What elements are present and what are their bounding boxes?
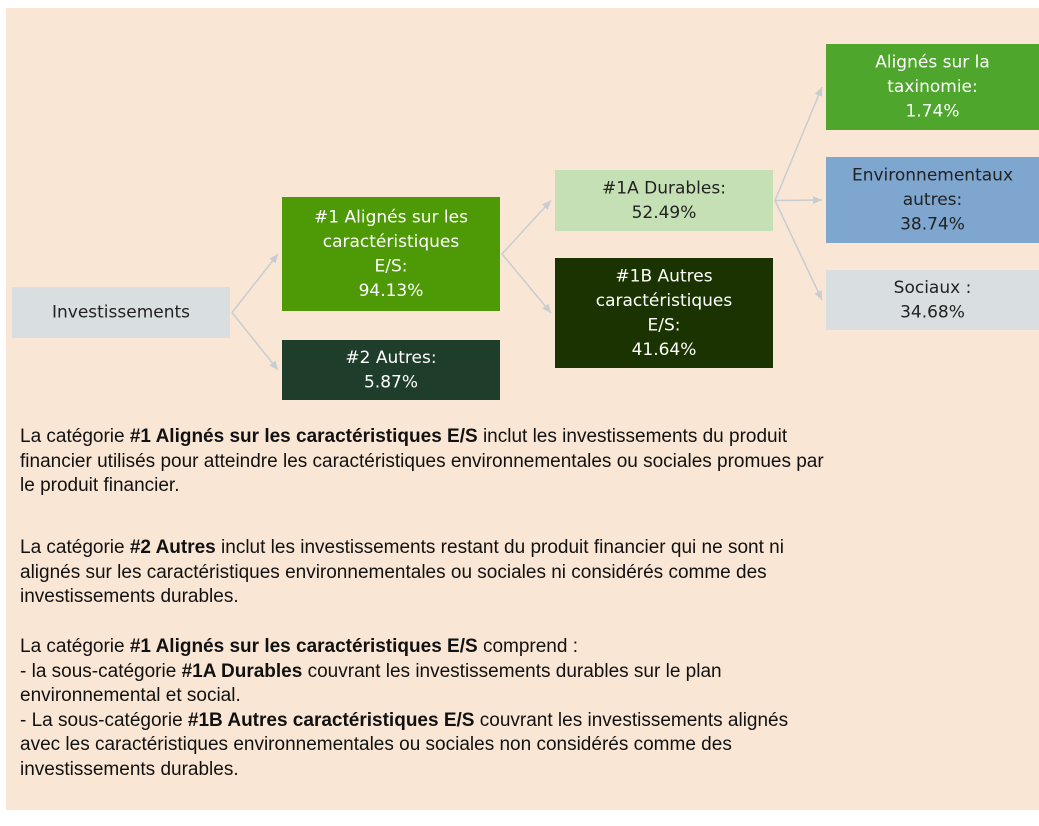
text-line: financier utilisés pour atteindre les ca…: [20, 450, 824, 475]
node-label: 38.74%: [900, 215, 965, 235]
text: environnemental et social.: [20, 685, 241, 706]
node-label: Investissements: [52, 303, 190, 323]
node-box: [555, 258, 773, 368]
bold-text: #1 Alignés sur les caractéristiques E/S: [129, 426, 478, 447]
node-label: autres:: [903, 190, 963, 210]
node-label: E/S:: [648, 315, 681, 335]
text: inclut les investissements restant du pr…: [215, 537, 784, 558]
text: La catégorie: [20, 636, 130, 657]
node-box: [282, 197, 500, 311]
node-label: #1 Alignés sur les: [314, 207, 468, 227]
paragraph: La catégorie #2 Autres inclut les invest…: [20, 536, 784, 610]
text-line: alignés sur les caractéristiques environ…: [20, 561, 784, 586]
bold-text: #2 Autres: [129, 537, 216, 558]
text: comprend :: [477, 636, 578, 657]
node-label: Environnementaux: [852, 166, 1013, 186]
text: alignés sur les caractéristiques environ…: [20, 561, 767, 583]
node-label: taxinomie:: [887, 77, 978, 97]
arrow: [774, 196, 823, 205]
node-box: [826, 44, 1039, 130]
node-label: #1B Autres: [615, 266, 712, 286]
text-line: La catégorie #1 Alignés sur les caractér…: [20, 635, 788, 660]
bold-text: #1 Alignés sur les caractéristiques E/S: [129, 636, 478, 657]
text-line: investissements durables.: [20, 585, 784, 610]
text: La catégorie: [20, 426, 130, 447]
text-line: - la sous-catégorie #1A Durables couvran…: [20, 660, 788, 685]
text-line: - La sous-catégorie #1B Autres caractéri…: [20, 709, 788, 734]
node-box: [12, 287, 230, 338]
node-label: 5.87%: [364, 372, 418, 392]
text: couvrant les investissements alignés: [474, 709, 789, 731]
node-label: #2 Autres:: [345, 348, 436, 368]
node-label: Sociaux :: [894, 278, 972, 298]
text: avec les caractéristiques environnementa…: [20, 734, 732, 755]
node-label: E/S:: [375, 256, 408, 276]
arrow: [231, 253, 279, 313]
text-line: environnemental et social.: [20, 684, 788, 709]
text: - la sous-catégorie: [20, 660, 182, 682]
text: - La sous-catégorie: [20, 709, 188, 731]
text-line: investissements durables.: [20, 758, 788, 783]
background: [6, 8, 1039, 810]
node-label: caractéristiques: [596, 291, 733, 311]
node-box: [282, 340, 500, 400]
arrow: [774, 200, 823, 301]
node-box: [826, 157, 1039, 243]
text: investissements durables.: [20, 758, 239, 780]
arrow: [774, 86, 823, 201]
text: couvrant les investissements durables su…: [302, 660, 722, 682]
node-label: 34.68%: [900, 302, 965, 322]
node-box: [555, 170, 773, 231]
arrow: [501, 253, 552, 314]
paragraph: La catégorie #1 Alignés sur les caractér…: [20, 425, 824, 499]
node-label: 52.49%: [632, 203, 697, 223]
text: inclut les investissements du produit: [477, 426, 788, 447]
node-label: 1.74%: [905, 102, 959, 122]
text-line: La catégorie #2 Autres inclut les invest…: [20, 536, 784, 561]
text-line: le produit financier.: [20, 474, 824, 499]
text: financier utilisés pour atteindre les ca…: [20, 450, 824, 472]
bold-text: #1A Durables: [181, 660, 303, 682]
node-label: caractéristiques: [323, 232, 460, 252]
bold-text: #1B Autres caractéristiques E/S: [187, 709, 475, 731]
node-label: Alignés sur la: [875, 53, 990, 73]
text: investissements durables.: [20, 586, 239, 607]
node-label: #1A Durables:: [602, 178, 726, 198]
text: La catégorie: [20, 537, 130, 558]
node-label: 41.64%: [632, 340, 697, 360]
text-line: La catégorie #1 Alignés sur les caractér…: [20, 425, 824, 450]
text: le produit financier.: [20, 475, 180, 496]
arrow: [501, 199, 552, 255]
text-line: avec les caractéristiques environnementa…: [20, 733, 788, 758]
paragraph: La catégorie #1 Alignés sur les caractér…: [20, 635, 788, 782]
arrow: [231, 312, 279, 371]
node-label: 94.13%: [359, 281, 424, 301]
node-box: [826, 270, 1039, 330]
